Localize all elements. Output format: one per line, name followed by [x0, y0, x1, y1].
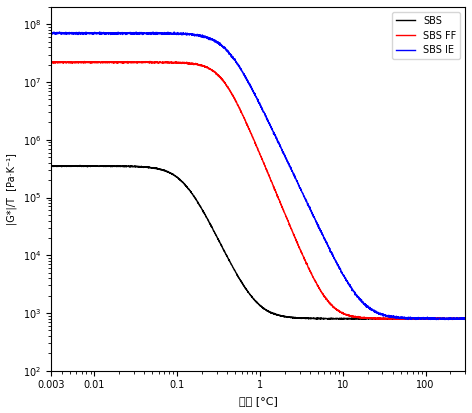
- SBS IE: [410, 316, 415, 320]
- Line: SBS: SBS: [51, 165, 465, 319]
- SBS FF: [207, 66, 213, 71]
- SBS: [454, 316, 460, 321]
- X-axis label: 温度 [°C]: 温度 [°C]: [239, 396, 278, 406]
- SBS FF: [95, 60, 101, 65]
- SBS: [77, 163, 83, 168]
- Y-axis label: |G*|/T  [Pa·K⁻¹]: |G*|/T [Pa·K⁻¹]: [7, 153, 17, 225]
- SBS FF: [449, 317, 455, 322]
- Line: SBS IE: SBS IE: [51, 32, 465, 320]
- SBS: [455, 317, 461, 322]
- Legend: SBS, SBS FF, SBS IE: SBS, SBS FF, SBS IE: [392, 12, 460, 59]
- SBS: [410, 316, 415, 321]
- SBS IE: [48, 31, 54, 36]
- SBS: [462, 316, 468, 321]
- SBS IE: [120, 31, 126, 36]
- SBS IE: [207, 36, 213, 41]
- SBS IE: [225, 49, 231, 54]
- Line: SBS FF: SBS FF: [51, 62, 465, 320]
- SBS FF: [120, 59, 126, 64]
- SBS: [120, 164, 126, 169]
- SBS IE: [446, 317, 451, 322]
- SBS FF: [147, 59, 153, 64]
- SBS: [225, 256, 231, 261]
- SBS FF: [462, 316, 468, 321]
- SBS IE: [95, 31, 101, 36]
- SBS IE: [171, 30, 177, 35]
- SBS FF: [225, 85, 231, 90]
- SBS: [207, 222, 213, 227]
- SBS: [96, 164, 101, 169]
- SBS IE: [455, 316, 460, 321]
- SBS FF: [410, 316, 415, 321]
- SBS FF: [48, 60, 54, 65]
- SBS FF: [455, 316, 460, 321]
- SBS IE: [462, 316, 468, 321]
- SBS: [48, 164, 54, 169]
